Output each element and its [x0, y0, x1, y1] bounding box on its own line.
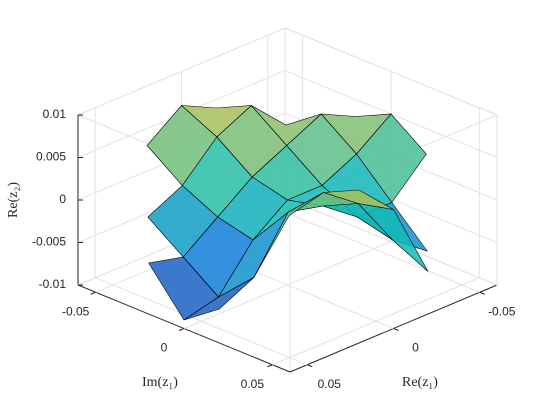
x-tick: [479, 291, 485, 295]
z-axis-label: Re(z₂): [6, 182, 21, 218]
surface-patch: [183, 277, 255, 321]
x-tick-label: 0.05: [318, 377, 342, 391]
y-tick-label: -0.05: [62, 304, 90, 318]
y-tick-label: 0: [161, 341, 168, 355]
z-tick-label: 0: [59, 192, 66, 206]
y-tick: [267, 364, 273, 368]
x-axis-label: Re(z₁): [402, 375, 438, 390]
surface-patch: [323, 189, 394, 210]
z-tick-label: -0.005: [32, 235, 66, 249]
grid-line: [77, 69, 498, 158]
y-tick: [90, 291, 96, 295]
y-tick: [178, 328, 185, 331]
grid-line: [77, 112, 498, 201]
x-tick: [307, 364, 313, 368]
x-tick-label: 0: [412, 341, 419, 355]
y-tick-label: 0.05: [241, 377, 265, 391]
grid-line: [77, 27, 498, 116]
x-tick-label: -0.05: [488, 304, 516, 318]
z-tick-label: -0.01: [39, 277, 67, 291]
surface-patch: [253, 192, 324, 278]
z-tick-label: 0.01: [43, 107, 67, 121]
x-tick: [393, 328, 399, 331]
y-axis-label: Im(z₁): [142, 375, 178, 390]
z-tick-label: 0.005: [36, 150, 66, 164]
